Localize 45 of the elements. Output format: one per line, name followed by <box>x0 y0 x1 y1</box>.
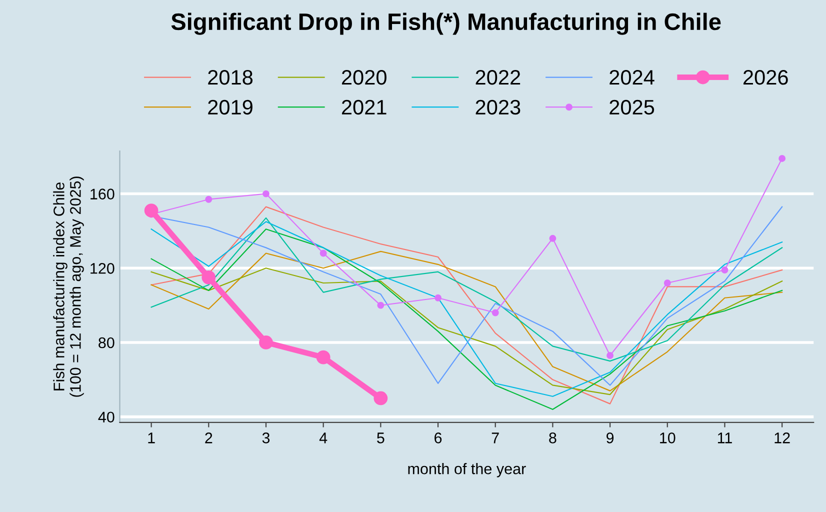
legend-label: 2023 <box>476 100 520 115</box>
point <box>721 266 728 274</box>
x-tick-label: 11 <box>718 432 732 444</box>
line-series <box>150 217 783 362</box>
point <box>664 280 671 286</box>
x-tick-label: 4 <box>319 432 328 444</box>
y-axis-title: Fish manufacturing index Chile (100 = 12 month ago, May 2025) <box>53 176 84 397</box>
point <box>606 352 614 359</box>
x-tick-label: 3 <box>262 432 270 444</box>
x-tick-label: 7 <box>492 432 499 444</box>
point <box>778 155 786 162</box>
x-tick-label: 6 <box>434 432 442 444</box>
point <box>492 309 499 316</box>
legend-label: 2021 <box>342 100 386 115</box>
x-axis-title: month of the year <box>408 463 526 478</box>
point <box>259 336 273 350</box>
y-tick-label: 80 <box>98 337 114 348</box>
point <box>144 204 158 218</box>
y-tick-label: 120 <box>90 263 114 274</box>
x-tick-label: 9 <box>606 432 614 444</box>
legend-label: 2025 <box>610 100 654 115</box>
x-tick-label: 1 <box>148 432 155 444</box>
legend-label: 2020 <box>342 70 386 85</box>
legend-label: 2019 <box>208 100 252 115</box>
point <box>320 250 327 257</box>
legend-label: 2026 <box>744 70 788 85</box>
point <box>202 270 216 284</box>
x-tick-label: 2 <box>205 432 212 444</box>
x-tick-label: 12 <box>774 432 790 444</box>
chart-title: Significant Drop in Fish(*) Manufacturing in Chile <box>171 12 721 35</box>
y-tick-label: 160 <box>90 188 114 200</box>
legend-label: 2018 <box>208 70 253 85</box>
point <box>316 350 330 364</box>
legend-label: 2022 <box>476 70 520 85</box>
point <box>377 302 384 309</box>
point <box>262 190 270 198</box>
y-tick-label: 40 <box>98 412 114 423</box>
x-tick-label: 8 <box>549 432 556 444</box>
point <box>374 391 388 406</box>
point <box>434 294 442 302</box>
point <box>205 196 212 203</box>
legend-label: 2024 <box>610 70 654 85</box>
point <box>549 234 556 242</box>
x-tick-label: 10 <box>660 432 676 444</box>
x-tick-label: 5 <box>377 432 384 444</box>
